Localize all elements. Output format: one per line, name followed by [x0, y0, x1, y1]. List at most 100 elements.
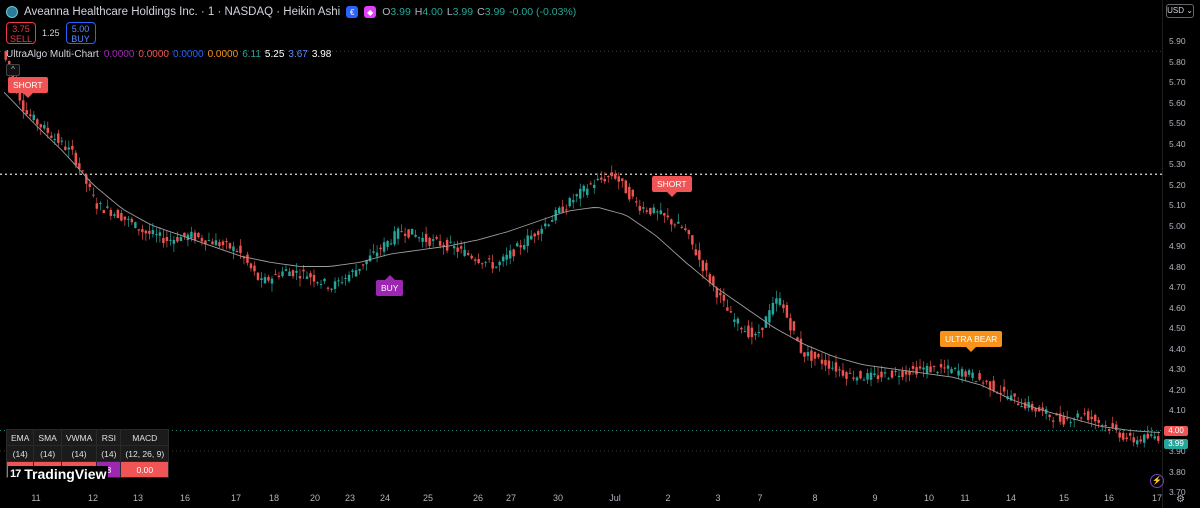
candle-body [873, 373, 876, 375]
candle-body [39, 124, 43, 128]
candle-body [922, 367, 925, 370]
candle-body [1104, 425, 1107, 427]
signal-ultra-label[interactable]: ULTRA BEAR [940, 331, 1003, 347]
candle-body [522, 245, 526, 250]
candle-body [473, 259, 477, 261]
candle-body [827, 360, 831, 369]
candle-body [939, 364, 943, 368]
candle-body [169, 239, 172, 241]
candle-body [379, 247, 382, 250]
candle-body [589, 183, 592, 185]
price-chart[interactable] [0, 0, 1162, 490]
table-param-cell: (14) [96, 445, 122, 462]
price-tick: 4.60 [1169, 302, 1186, 313]
indicator-legend[interactable]: UltraAlgo Multi-Chart 0.0000 0.0000 0.0000… [6, 49, 331, 60]
candle-body [1048, 414, 1051, 418]
candle-body [445, 239, 449, 251]
candle-body [158, 232, 162, 236]
candle-body [547, 224, 550, 226]
gear-icon[interactable]: ⚙ [1176, 494, 1185, 505]
candle-body [733, 319, 736, 322]
candle-body [743, 331, 747, 333]
candle-body [85, 174, 88, 184]
candle-body [477, 258, 480, 263]
candle-body [929, 366, 932, 373]
candle-body [543, 223, 547, 227]
candle-body [1128, 432, 1132, 436]
tradingview-logo[interactable]: 17 TradingView [8, 466, 109, 482]
candle-body [964, 371, 967, 377]
candle-body [1125, 437, 1128, 440]
candle-body [869, 372, 873, 380]
candle-body [1146, 433, 1149, 439]
candle-body [155, 234, 158, 236]
chart-area[interactable] [0, 0, 1162, 490]
open-value: 3.99 [390, 6, 411, 18]
candle-body [211, 241, 214, 245]
candle-body [442, 244, 445, 248]
candle-body [614, 173, 617, 179]
candle-body [358, 268, 361, 271]
candle-body [102, 210, 106, 214]
candle-body [1157, 436, 1160, 441]
candle-body [960, 368, 964, 377]
lightning-icon[interactable]: ⚡ [1150, 474, 1164, 488]
sell-button[interactable]: 3.75 SELL [6, 22, 36, 44]
brand-name: TradingView [24, 466, 107, 482]
candle-body [1023, 402, 1027, 409]
candle-body [32, 114, 36, 121]
candle-body [722, 294, 726, 301]
price-tick: 5.20 [1169, 179, 1186, 190]
candle-body [708, 274, 712, 284]
compare-icon[interactable]: € [346, 6, 359, 18]
candle-body [494, 266, 498, 268]
signal-short-label[interactable]: SHORT [652, 176, 692, 192]
candle-body [267, 276, 270, 281]
candle-body [508, 250, 512, 259]
candle-body [1041, 407, 1044, 411]
candle-body [747, 325, 750, 338]
candle-body [897, 375, 901, 377]
buy-button[interactable]: 5.00 BUY [65, 22, 96, 44]
candle-body [736, 318, 740, 324]
signal-buy-label[interactable]: BUY [376, 280, 404, 296]
time-tick: 10 [923, 493, 935, 503]
time-tick: 24 [379, 493, 391, 503]
price-tick: 4.20 [1169, 384, 1186, 395]
signal-short-label[interactable]: SHORT [8, 77, 48, 93]
trade-buttons: 3.75 SELL 1.25 5.00 BUY [6, 22, 96, 44]
ohlc-readout: O3.99 H4.00 L3.99 C3.99 -0.00 (-0.03%) [382, 6, 576, 18]
collapse-chevron-icon[interactable]: ^ [6, 64, 20, 76]
candle-body [1114, 424, 1118, 431]
candle-body [698, 250, 701, 260]
time-tick: 16 [179, 493, 191, 503]
candle-body [957, 370, 960, 376]
candle-body [347, 274, 351, 282]
candle-body [99, 202, 102, 204]
price-tick: 5.90 [1169, 36, 1186, 46]
candle-body [228, 243, 232, 249]
candle-body [29, 114, 32, 117]
indicator-name[interactable]: UltraAlgo Multi-Chart [6, 49, 99, 60]
candle-body [687, 230, 691, 235]
candle-body [740, 327, 743, 330]
candle-body [414, 234, 417, 237]
time-tick: 8 [812, 493, 818, 503]
indicator-table: EMA SMA VWMA RSI MACD (14) (14) (14) (14) (12, 2… [5, 429, 170, 478]
time-tick: 14 [1005, 493, 1017, 503]
low-key: L [446, 6, 453, 18]
candle-body [1097, 419, 1100, 423]
time-axis[interactable]: 11 12 13 16 17 18 20 23 24 25 26 27 30 Jul 2 3 7 8 9 10 11 14… [0, 490, 1162, 508]
price-tick: 4.30 [1169, 364, 1186, 374]
symbol-logo-icon[interactable] [6, 6, 18, 18]
flag-icon[interactable]: ◆ [364, 6, 377, 18]
candle-body [333, 281, 337, 289]
close-key: C [477, 6, 485, 18]
candle-body [705, 262, 708, 271]
currency-selector[interactable]: USD ⌄ [1166, 4, 1194, 18]
candle-body [1062, 415, 1065, 425]
candle-body [246, 254, 249, 263]
candle-body [813, 351, 817, 359]
symbol-title[interactable]: Aveanna Healthcare Holdings Inc. · 1 · N… [24, 6, 341, 18]
candle-body [389, 243, 393, 245]
